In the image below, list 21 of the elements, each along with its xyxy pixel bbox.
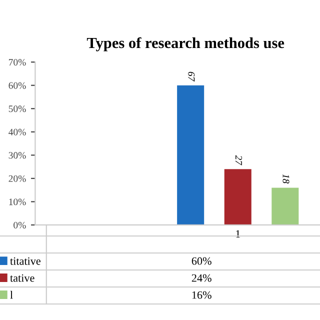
annotation: 18: [282, 174, 290, 184]
y-tick-label: 60%: [8, 82, 26, 89]
text: 60%: [192, 257, 212, 265]
y-tick-label: 0%: [14, 222, 26, 228]
annotation: 67: [188, 72, 195, 82]
legend-label: titative: [10, 257, 40, 265]
y-tick-label: 40%: [8, 128, 26, 136]
text: 24%: [192, 274, 212, 282]
legend-label: tative: [10, 274, 34, 282]
bar: [224, 169, 252, 225]
chart-title: Types of research methods use: [86, 37, 284, 52]
y-tick-label: 20%: [8, 175, 26, 182]
y-tick-label: 30%: [8, 152, 26, 159]
annotation: 27: [236, 155, 242, 166]
y-tick-label: 10%: [9, 198, 26, 206]
bar: [272, 188, 299, 225]
y-tick-label: 70%: [8, 58, 26, 66]
bar: [177, 85, 204, 225]
legend-label: l: [10, 290, 13, 299]
y-tick-label: 50%: [8, 106, 26, 112]
text: 16%: [192, 291, 212, 299]
